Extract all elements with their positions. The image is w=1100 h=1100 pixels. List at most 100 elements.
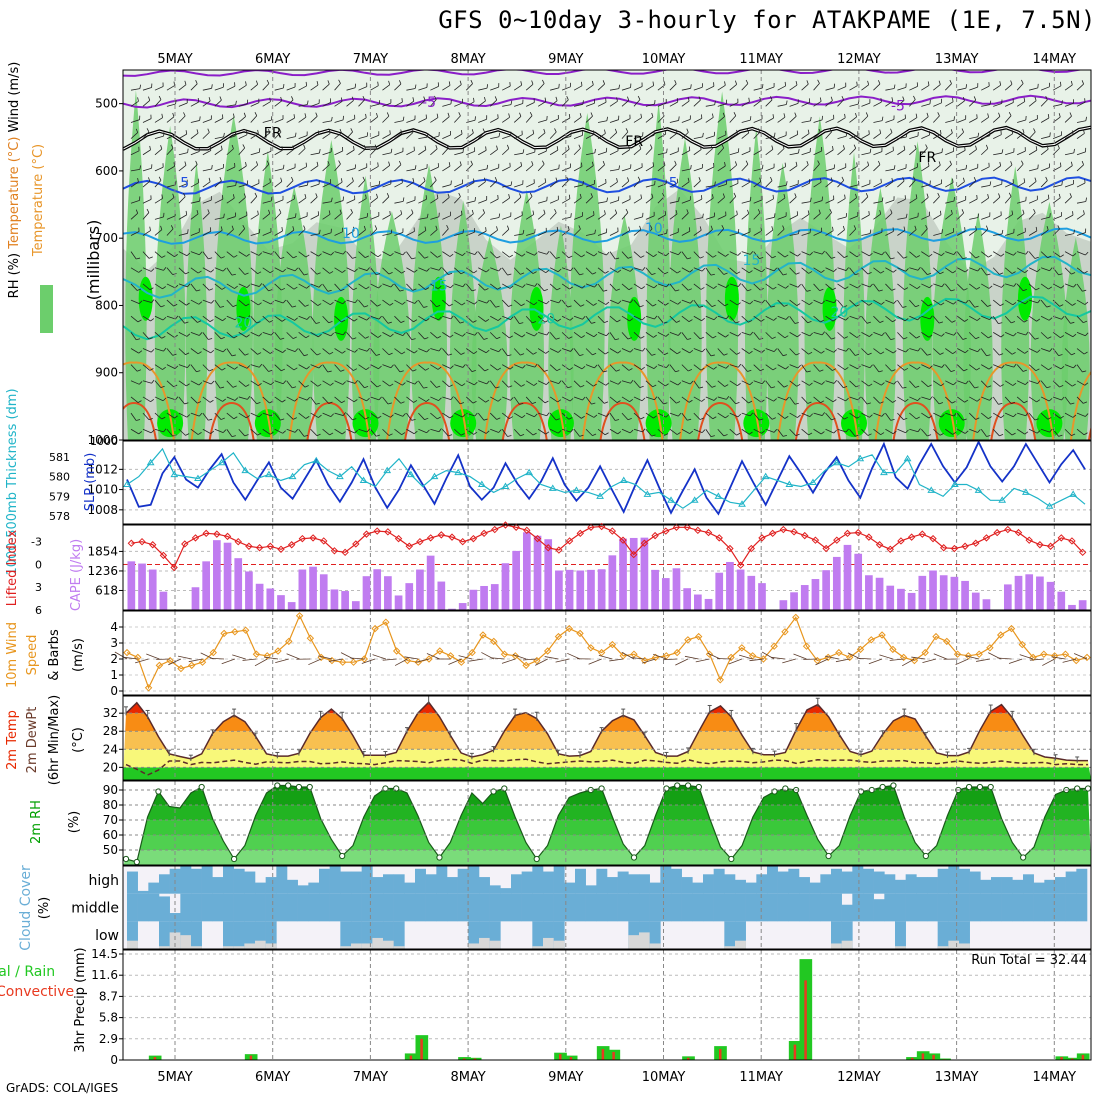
wind-barb-flag bbox=[220, 145, 223, 150]
cape-bar bbox=[736, 569, 745, 610]
wind-barb-flag bbox=[507, 354, 512, 357]
wind-barb bbox=[298, 364, 307, 370]
wind-barb bbox=[418, 217, 428, 220]
wind-barb bbox=[526, 412, 535, 418]
wind-barb bbox=[549, 118, 559, 123]
wind-barb-flag bbox=[594, 229, 596, 234]
wind-barb bbox=[537, 213, 546, 220]
wind-barb-flag bbox=[462, 414, 466, 418]
wind-barb-flag bbox=[280, 257, 285, 260]
wind-barb bbox=[262, 283, 269, 292]
wind-barb-10m bbox=[879, 654, 893, 660]
wind-barb bbox=[609, 251, 616, 260]
wind-barb-flag bbox=[533, 302, 538, 306]
wind-barb-flag bbox=[581, 365, 586, 370]
wind-barb-flag bbox=[447, 112, 450, 117]
isotherm-warm-arch bbox=[581, 361, 664, 440]
wind-barb-flag bbox=[199, 197, 201, 202]
wind-barb bbox=[274, 332, 281, 340]
wind-barb-flag bbox=[376, 384, 381, 388]
wind-barb-flag bbox=[414, 165, 417, 170]
cloud-cell bbox=[713, 893, 725, 922]
wind-barb-flag bbox=[292, 386, 297, 389]
wind-barb-flag bbox=[292, 336, 297, 339]
wind-barb-flag bbox=[186, 414, 191, 418]
wind-barb-flag bbox=[471, 370, 476, 373]
wind-barb bbox=[322, 251, 332, 256]
cloud-cell bbox=[724, 893, 736, 922]
cloud-cell bbox=[649, 882, 661, 894]
wind-barb bbox=[645, 116, 654, 123]
wind-barb-flag bbox=[544, 178, 547, 183]
wind-barb bbox=[130, 396, 139, 403]
wind-barb-flag bbox=[220, 386, 225, 389]
wind-barb-flag bbox=[294, 398, 298, 402]
wind-barb-flag bbox=[353, 145, 355, 151]
wind-barb bbox=[585, 396, 592, 405]
wind-barb bbox=[238, 364, 248, 369]
wind-barb bbox=[454, 380, 463, 387]
wind-barb-flag bbox=[964, 227, 966, 232]
wind-barb bbox=[537, 348, 546, 354]
wind-barb bbox=[621, 332, 629, 340]
wind-barb-flag bbox=[257, 210, 259, 215]
wind-barb bbox=[430, 315, 439, 321]
wind-barb bbox=[621, 348, 631, 353]
wind-barb bbox=[190, 182, 199, 188]
wind-barb bbox=[442, 116, 450, 123]
cloud-cell bbox=[799, 893, 810, 922]
wind-barb bbox=[346, 315, 355, 322]
wind-barb bbox=[442, 380, 450, 388]
wind-barb bbox=[262, 380, 271, 386]
wind-barb bbox=[454, 267, 462, 275]
isotherm-hot-arch bbox=[501, 401, 548, 440]
wind-barb bbox=[178, 348, 186, 355]
precip-convective-bar bbox=[409, 1055, 413, 1060]
wind-barb bbox=[561, 198, 571, 204]
wind-barb bbox=[370, 148, 378, 156]
wind-barb bbox=[202, 230, 211, 236]
wind-barb-flag bbox=[256, 402, 261, 405]
wind-barb bbox=[370, 228, 378, 236]
wind-barb-flag bbox=[148, 256, 153, 259]
wind-barb bbox=[226, 229, 234, 236]
cape-bar bbox=[351, 601, 360, 610]
wind-barb bbox=[633, 229, 642, 236]
cloud-cell bbox=[585, 885, 597, 894]
wind-barb bbox=[418, 332, 425, 340]
cloud-cell bbox=[607, 893, 618, 922]
wind-barb-flag bbox=[293, 114, 295, 119]
wind-barb bbox=[597, 412, 607, 417]
wind-barb bbox=[609, 299, 619, 304]
wind-barb bbox=[513, 267, 521, 275]
isotherm-label: 5 bbox=[669, 176, 678, 192]
wind-barb-flag bbox=[448, 434, 453, 437]
wind-barb bbox=[250, 196, 258, 204]
wind-barb-flag bbox=[531, 80, 534, 85]
wind-barb-flag bbox=[222, 398, 226, 402]
wind-barb bbox=[274, 100, 283, 107]
wind-barb-flag bbox=[663, 161, 666, 166]
wind-barb-flag bbox=[449, 334, 454, 338]
precip-convective-bar bbox=[932, 1054, 935, 1060]
wind-barb-flag bbox=[353, 399, 358, 403]
wind-barb bbox=[178, 84, 187, 91]
wind-barb bbox=[154, 267, 164, 271]
wind-barb bbox=[537, 299, 547, 305]
wind-barb bbox=[250, 151, 260, 156]
cloud-low-gap bbox=[639, 932, 650, 949]
wind-barb-flag bbox=[543, 369, 548, 372]
wind-barb bbox=[442, 396, 452, 400]
cape-bar bbox=[191, 587, 200, 610]
wind-barb-flag bbox=[483, 177, 486, 182]
wind-barb-flag bbox=[446, 144, 449, 149]
wind-barb bbox=[298, 332, 307, 339]
cloud-low-gap bbox=[351, 943, 362, 949]
wind-barb bbox=[382, 102, 392, 107]
wind-barb bbox=[573, 315, 583, 320]
wind-barb bbox=[490, 198, 499, 204]
wind-barb bbox=[478, 230, 487, 236]
wind-barb-flag bbox=[618, 165, 621, 170]
wind-barb bbox=[633, 148, 642, 156]
